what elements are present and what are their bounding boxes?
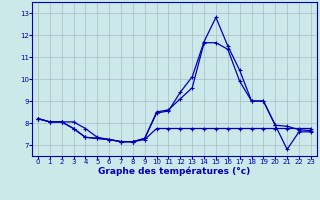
X-axis label: Graphe des températures (°c): Graphe des températures (°c): [98, 166, 251, 176]
